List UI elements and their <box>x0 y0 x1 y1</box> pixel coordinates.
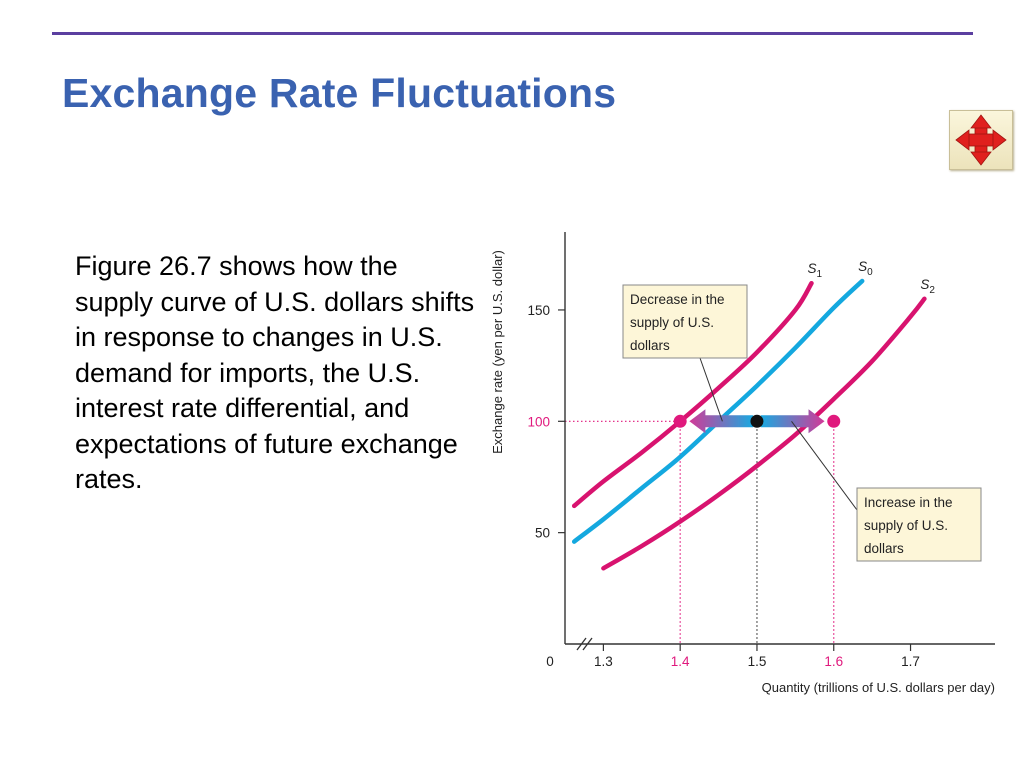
shift-arrow-0 <box>689 409 754 434</box>
equilibrium-point-0 <box>673 414 687 428</box>
axes: 0 <box>546 232 995 669</box>
supply-curve-chart: 0 1.3 1.4 1.5 1.6 1.7 50 100 150 Quantity (tril… <box>490 232 995 695</box>
y-tick-label-2: 150 <box>527 303 550 318</box>
shift-arrow-1 <box>760 409 825 434</box>
supply-curve-s2 <box>601 296 927 571</box>
annotation-box-0: Decrease in the supply of U.S. dollars <box>622 284 748 359</box>
annotation-text-line: dollars <box>864 541 904 556</box>
annotation-box-frame <box>856 487 982 562</box>
y-tick-label-0: 50 <box>535 526 550 541</box>
series-label-s0: S0 <box>858 259 873 278</box>
axis-ticks: 1.3 1.4 1.5 1.6 1.7 50 100 150 <box>527 303 919 669</box>
x-tick-label-0: 1.3 <box>594 654 613 669</box>
annotation-leader-0 <box>699 357 723 422</box>
x-axis-title: Quantity (trillions of U.S. dollars per … <box>762 680 995 695</box>
guide-lines <box>565 420 835 644</box>
series-labels: S1 S0 S2 <box>807 259 935 296</box>
top-rule <box>52 32 973 35</box>
axis-break <box>576 637 593 651</box>
series-label-s1: S1 <box>807 261 822 280</box>
origin-label: 0 <box>546 654 554 669</box>
annotation-box-frame <box>622 284 748 359</box>
annotation-text-line: dollars <box>630 338 670 353</box>
annotation-text-line: supply of U.S. <box>630 315 714 330</box>
slide-title: Exchange Rate Fluctuations <box>62 70 617 116</box>
equilibrium-point-1 <box>750 414 764 428</box>
annotation-box-1: Increase in the supply of U.S. dollars <box>856 487 982 562</box>
x-tick-label-3: 1.6 <box>824 654 843 669</box>
supply-curve-s1 <box>571 280 814 509</box>
series-label-s2: S2 <box>920 277 935 296</box>
annotation-leader-1 <box>791 421 858 511</box>
equilibrium-points <box>673 414 841 428</box>
annotation-text-line: supply of U.S. <box>864 518 948 533</box>
x-tick-label-1: 1.4 <box>671 654 690 669</box>
shift-arrows <box>689 409 825 434</box>
y-tick-label-1: 100 <box>527 414 550 429</box>
annotation-text-line: Increase in the <box>864 495 953 510</box>
body-text: Figure 26.7 shows how the supply curve o… <box>75 251 475 494</box>
navigation-button[interactable] <box>949 110 1013 170</box>
equilibrium-point-2 <box>827 414 841 428</box>
four-way-arrows-icon <box>955 114 1007 166</box>
y-axis-title: Exchange rate (yen per U.S. dollar) <box>490 250 505 454</box>
annotation-leaders <box>699 357 858 511</box>
x-tick-label-2: 1.5 <box>748 654 767 669</box>
x-tick-label-4: 1.7 <box>901 654 920 669</box>
annotation-text-line: Decrease in the <box>630 292 725 307</box>
